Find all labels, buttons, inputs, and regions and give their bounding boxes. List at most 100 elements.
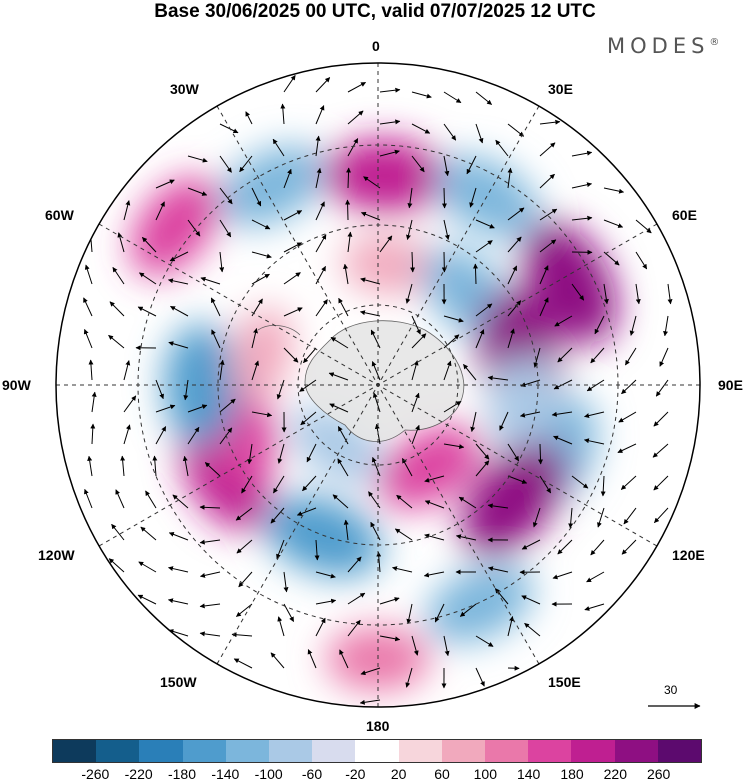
wind-vector	[155, 404, 176, 413]
wind-vector	[458, 496, 477, 509]
wind-vector	[487, 503, 509, 509]
wind-vector	[423, 571, 445, 578]
wind-vector	[329, 403, 349, 413]
wind-vector	[520, 379, 541, 388]
wind-vector	[584, 603, 605, 611]
wind-vector	[283, 307, 303, 317]
wind-vector	[347, 556, 362, 573]
wind-vector	[199, 504, 221, 510]
colorbar-tick-label: -220	[124, 766, 153, 782]
wind-vector	[90, 423, 96, 445]
wind-vector	[187, 219, 201, 237]
wind-vector	[347, 110, 364, 125]
wind-vector	[655, 379, 669, 397]
wind-vector	[475, 303, 493, 317]
wind-vector	[343, 519, 349, 541]
wind-vector	[199, 631, 221, 637]
wind-vector	[603, 187, 625, 194]
wind-vector	[236, 603, 253, 617]
colorbar-swatch	[225, 740, 270, 762]
wind-vector	[359, 699, 381, 705]
wind-vector	[343, 263, 349, 285]
wind-vector	[187, 187, 208, 196]
wind-vector	[155, 201, 165, 221]
wind-vector	[392, 566, 413, 573]
wind-vector	[167, 598, 189, 605]
wind-vector	[84, 264, 93, 285]
wind-vector	[551, 411, 573, 417]
colorbar-swatch	[269, 740, 313, 762]
wind-vector	[315, 105, 325, 125]
anomaly-center	[130, 176, 220, 276]
map-title: Base 30/06/2025 00 UTC, valid 07/07/2025…	[154, 1, 596, 22]
wind-vector	[618, 411, 637, 423]
wind-vector	[524, 622, 541, 637]
wind-vector	[112, 266, 125, 285]
wind-vector	[594, 315, 605, 335]
colorbar-tick-label: 140	[516, 766, 541, 782]
wind-vector	[83, 297, 93, 317]
wind-vector	[283, 168, 292, 189]
wind-vector	[379, 635, 401, 642]
wind-vector	[210, 297, 221, 317]
wind-vector	[303, 347, 317, 364]
wind-vector	[123, 395, 137, 413]
wind-vector	[552, 571, 573, 580]
wind-vector	[168, 629, 189, 637]
wind-vector	[169, 251, 189, 262]
wind-vector	[538, 443, 544, 465]
wind-vector	[475, 460, 490, 477]
wind-vector	[306, 443, 317, 463]
wind-vector	[330, 336, 349, 349]
wind-vector	[251, 328, 258, 349]
wind-vector	[553, 379, 573, 390]
wind-vector	[487, 375, 509, 381]
wind-vector	[251, 219, 271, 230]
wind-vector	[411, 91, 432, 99]
colorbar	[52, 739, 702, 763]
wind-vector	[345, 199, 351, 221]
anomaly-center	[426, 564, 534, 644]
wind-vector	[302, 475, 317, 492]
wind-vector	[475, 667, 485, 687]
wind-vector	[200, 276, 221, 285]
wind-vector	[371, 361, 381, 381]
colorbar-swatch	[96, 740, 140, 762]
wind-vector	[659, 347, 669, 367]
lon-label-0: 0	[372, 38, 380, 54]
wind-vector	[411, 392, 420, 413]
colorbar-swatch	[485, 740, 529, 762]
wind-vector	[590, 347, 605, 364]
lon-label-30e: 30E	[548, 81, 573, 97]
wind-vector	[168, 566, 189, 573]
wind-vector	[187, 426, 200, 445]
wind-vector	[617, 443, 637, 453]
wind-vector	[370, 329, 381, 349]
wind-vector	[557, 539, 573, 555]
wind-vector	[360, 211, 381, 221]
wind-vector	[539, 265, 549, 285]
wind-vector	[108, 334, 125, 349]
wind-vector	[463, 364, 477, 381]
wind-vector	[219, 155, 232, 173]
wind-vector	[571, 150, 593, 157]
wind-vector	[91, 391, 97, 413]
wind-vector	[597, 507, 605, 528]
wind-vector	[283, 210, 303, 221]
wind-vector	[443, 443, 465, 450]
wind-vector	[199, 571, 221, 578]
wind-vector	[466, 155, 477, 175]
wind-vector	[443, 360, 452, 381]
colorbar-swatch	[571, 740, 615, 762]
wind-vector	[379, 119, 401, 125]
wind-vector	[396, 494, 413, 509]
wind-vector	[410, 251, 416, 273]
wind-vector	[204, 462, 221, 477]
wind-vector	[251, 411, 273, 418]
wind-vector	[652, 443, 669, 458]
wind-vector	[332, 494, 349, 509]
wind-vector	[411, 635, 419, 656]
wind-vector	[314, 539, 320, 561]
wind-vector	[411, 123, 431, 134]
wind-vector	[663, 315, 669, 337]
